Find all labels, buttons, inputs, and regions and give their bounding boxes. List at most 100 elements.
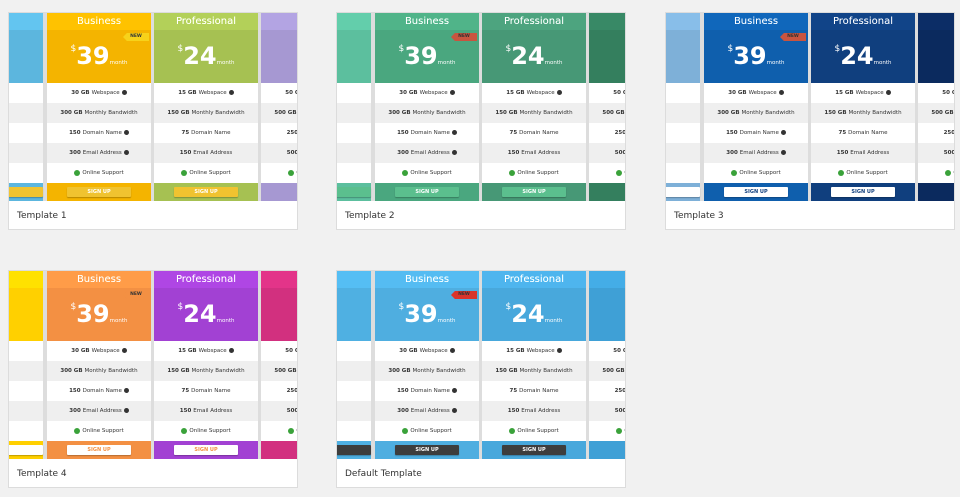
feature-row: Online Support: [375, 421, 479, 441]
template-card[interactable]: Business $39month NEW 30 GB Webspace 300 GB Mo…: [336, 270, 626, 488]
signup-button: [9, 187, 43, 197]
feature-row: 150 Domain Name: [704, 123, 808, 143]
check-icon: [288, 427, 295, 434]
plan-header: Professional: [154, 13, 258, 30]
feature-label: Monthly Bandwidth: [741, 110, 795, 116]
signup-button[interactable]: SIGN UP: [67, 445, 131, 455]
feature-label: Webspace: [419, 90, 448, 96]
feature-label: Online Support: [189, 170, 231, 176]
check-icon: [731, 169, 738, 176]
feature-row: Online Support: [154, 421, 258, 441]
feature-row: [666, 123, 700, 143]
signup-button[interactable]: SIGN UP: [724, 187, 788, 197]
template-card[interactable]: Business $39month NEW 30 GB Webspace 300 GB Mo…: [8, 270, 298, 488]
feature-label: Online Support: [189, 428, 231, 434]
feature-amount: 250: [286, 130, 297, 136]
feature-amount: 150 GB: [167, 368, 190, 374]
info-icon: [449, 348, 455, 353]
price: $24month: [482, 42, 586, 70]
feature-row: 150 Email Address: [482, 143, 586, 163]
signup-button: [337, 445, 371, 455]
currency: $: [505, 302, 512, 312]
price-amount: 39: [733, 42, 767, 70]
feature-row: 300 Email Address: [47, 143, 151, 163]
plan-price-box: [9, 30, 43, 83]
feature-amount: 300: [726, 150, 738, 156]
signup-button[interactable]: SIGN UP: [67, 187, 131, 197]
plan-header: [261, 271, 297, 288]
template-name: Default Template: [345, 469, 422, 479]
template-card[interactable]: Business $39month NEW 30 GB Webspace 300 GB Mo…: [336, 12, 626, 230]
feature-row: 150 Domain Name: [375, 123, 479, 143]
plan-header: Professional: [482, 271, 586, 288]
check-icon: [181, 169, 188, 176]
feature-amount: 150 GB: [495, 110, 518, 116]
plan-price-box: $24month: [154, 288, 258, 341]
pricing-column: [9, 271, 43, 459]
signup-button[interactable]: SIGN UP: [395, 187, 459, 197]
signup-band: [666, 183, 700, 201]
price-amount: 39: [404, 42, 438, 70]
feature-row: 150 Email Address: [482, 401, 586, 421]
template-preview: Business $39month NEW 30 GB Webspace 300 GB Mo…: [666, 13, 954, 201]
feature-row: 75 Domain Name: [482, 381, 586, 401]
signup-band: [589, 441, 625, 459]
signup-button[interactable]: SIGN UP: [174, 445, 238, 455]
price: $39month: [47, 42, 151, 70]
feature-amount: 300 GB: [388, 110, 411, 116]
feature-label: Domain Name: [191, 130, 231, 136]
feature-label: Domain Name: [82, 388, 122, 394]
feature-amount: 75: [181, 130, 190, 136]
plan-price-box: [337, 288, 371, 341]
feature-label: Webspace: [198, 90, 227, 96]
price: $39month: [375, 42, 479, 70]
feature-row: [9, 341, 43, 361]
feature-amount: 150 GB: [495, 368, 518, 374]
signup-band: SIGN UP: [482, 441, 586, 459]
pricing-column: Professional $24month 15 GB Webspace 150 GB M…: [811, 13, 915, 201]
signup-band: [589, 183, 625, 201]
template-card[interactable]: Business $39month NEW 30 GB Webspace 300 GB Mo…: [665, 12, 955, 230]
pricing-column: Business $39month NEW 30 GB Webspace 300 GB Mo…: [375, 13, 479, 201]
feature-amount: 150: [397, 388, 409, 394]
signup-button[interactable]: SIGN UP: [395, 445, 459, 455]
info-icon: [778, 90, 784, 95]
feature-row: [666, 163, 700, 183]
currency: $: [177, 44, 184, 54]
feature-row: 500Email Address: [261, 143, 297, 163]
signup-band: SIGN UP: [154, 183, 258, 201]
template-card[interactable]: Business $39month NEW 30 GB Webspace 300 GB Mo…: [8, 12, 298, 230]
feature-amount: 250: [614, 130, 625, 136]
check-icon: [402, 169, 409, 176]
feature-row: 150 Email Address: [154, 401, 258, 421]
plan-header: [918, 13, 954, 30]
signup-button[interactable]: SIGN UP: [502, 187, 566, 197]
feature-row: [9, 381, 43, 401]
price: $24month: [811, 42, 915, 70]
price-unit: month: [544, 60, 563, 66]
price-amount: 24: [511, 42, 545, 70]
feature-row: 30 GB Webspace: [47, 341, 151, 361]
signup-button[interactable]: SIGN UP: [174, 187, 238, 197]
feature-row: 300 GB Monthly Bandwidth: [47, 103, 151, 123]
feature-row: 30 GB Webspace: [375, 83, 479, 103]
info-icon: [449, 90, 455, 95]
price-amount: 24: [183, 42, 217, 70]
feature-row: [9, 421, 43, 441]
feature-row: 300 GB Monthly Bandwidth: [375, 361, 479, 381]
feature-row: [337, 163, 371, 183]
feature-amount: 150: [836, 150, 849, 156]
feature-row: [9, 143, 43, 163]
feature-label: Email Address: [521, 408, 561, 414]
feature-amount: 15 GB: [178, 90, 197, 96]
feature-row: Online Support: [589, 421, 625, 441]
template-preview: Business $39month NEW 30 GB Webspace 300 GB Mo…: [337, 271, 625, 459]
currency: $: [398, 44, 405, 54]
signup-button[interactable]: SIGN UP: [502, 445, 566, 455]
signup-button[interactable]: SIGN UP: [831, 187, 895, 197]
feature-amount: 75: [509, 388, 518, 394]
